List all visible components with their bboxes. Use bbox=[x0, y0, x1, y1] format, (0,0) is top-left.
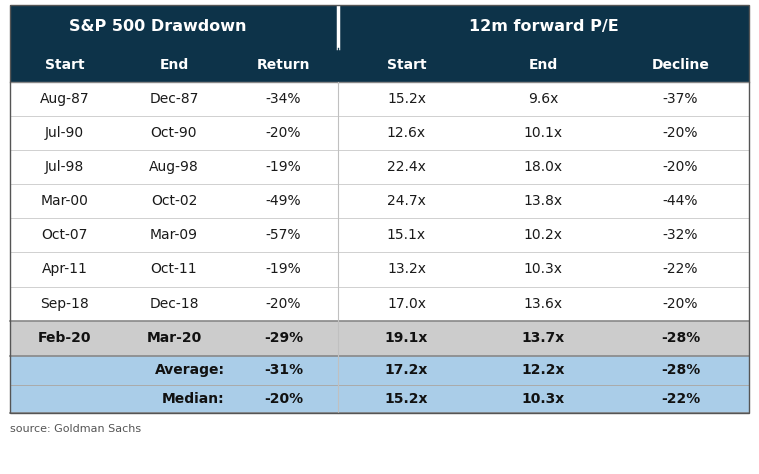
Text: Feb-20: Feb-20 bbox=[38, 331, 91, 346]
Text: Mar-00: Mar-00 bbox=[41, 194, 89, 208]
Text: 22.4x: 22.4x bbox=[387, 160, 426, 174]
Text: 12.6x: 12.6x bbox=[387, 126, 426, 140]
Text: 13.8x: 13.8x bbox=[524, 194, 563, 208]
Text: -34%: -34% bbox=[266, 92, 301, 106]
Text: -29%: -29% bbox=[264, 331, 303, 346]
Text: -44%: -44% bbox=[663, 194, 698, 208]
Text: Oct-02: Oct-02 bbox=[151, 194, 197, 208]
Bar bbox=[10, 82, 749, 116]
Text: Median:: Median: bbox=[162, 392, 225, 406]
Text: Oct-11: Oct-11 bbox=[151, 263, 197, 276]
Text: 10.3x: 10.3x bbox=[521, 392, 565, 406]
Text: 10.1x: 10.1x bbox=[524, 126, 563, 140]
Text: 24.7x: 24.7x bbox=[387, 194, 426, 208]
Text: -32%: -32% bbox=[663, 228, 698, 242]
Bar bbox=[10, 150, 749, 184]
Text: 10.3x: 10.3x bbox=[524, 263, 562, 276]
Text: -49%: -49% bbox=[266, 194, 301, 208]
Text: Start: Start bbox=[386, 58, 427, 72]
Text: 12.2x: 12.2x bbox=[521, 364, 565, 377]
Text: Return: Return bbox=[257, 58, 310, 72]
Text: End: End bbox=[528, 58, 558, 72]
Text: 15.2x: 15.2x bbox=[385, 392, 428, 406]
Text: 19.1x: 19.1x bbox=[385, 331, 428, 346]
Text: 18.0x: 18.0x bbox=[524, 160, 563, 174]
Text: 17.2x: 17.2x bbox=[385, 364, 428, 377]
Text: -22%: -22% bbox=[663, 263, 698, 276]
Text: -20%: -20% bbox=[266, 297, 301, 310]
Bar bbox=[10, 321, 749, 356]
Text: Mar-09: Mar-09 bbox=[150, 228, 198, 242]
Text: End: End bbox=[159, 58, 188, 72]
Bar bbox=[10, 385, 749, 413]
Text: -20%: -20% bbox=[266, 126, 301, 140]
Text: Start: Start bbox=[45, 58, 84, 72]
Bar bbox=[10, 48, 749, 82]
Text: Average:: Average: bbox=[155, 364, 225, 377]
Bar bbox=[10, 219, 749, 253]
Text: Mar-20: Mar-20 bbox=[146, 331, 202, 346]
Text: 15.2x: 15.2x bbox=[387, 92, 426, 106]
Text: 13.2x: 13.2x bbox=[387, 263, 426, 276]
Text: Aug-98: Aug-98 bbox=[149, 160, 199, 174]
Bar bbox=[10, 287, 749, 321]
Text: S&P 500 Drawdown: S&P 500 Drawdown bbox=[69, 19, 247, 34]
Text: Sep-18: Sep-18 bbox=[40, 297, 89, 310]
Text: -28%: -28% bbox=[661, 331, 700, 346]
Text: -20%: -20% bbox=[663, 160, 698, 174]
Text: Apr-11: Apr-11 bbox=[42, 263, 87, 276]
Text: 13.7x: 13.7x bbox=[521, 331, 565, 346]
Text: -20%: -20% bbox=[663, 126, 698, 140]
Text: -57%: -57% bbox=[266, 228, 301, 242]
Text: Jul-90: Jul-90 bbox=[45, 126, 84, 140]
Text: Jul-98: Jul-98 bbox=[45, 160, 84, 174]
Bar bbox=[10, 184, 749, 219]
Text: -19%: -19% bbox=[266, 263, 301, 276]
Text: 13.6x: 13.6x bbox=[524, 297, 563, 310]
Bar bbox=[10, 5, 338, 48]
Text: source: Goldman Sachs: source: Goldman Sachs bbox=[10, 424, 141, 434]
Text: Dec-18: Dec-18 bbox=[150, 297, 199, 310]
Text: 15.1x: 15.1x bbox=[387, 228, 426, 242]
Text: Decline: Decline bbox=[651, 58, 710, 72]
Text: 17.0x: 17.0x bbox=[387, 297, 426, 310]
Text: -37%: -37% bbox=[663, 92, 698, 106]
Text: Aug-87: Aug-87 bbox=[39, 92, 90, 106]
Text: Dec-87: Dec-87 bbox=[150, 92, 199, 106]
Text: Oct-07: Oct-07 bbox=[42, 228, 88, 242]
Text: 9.6x: 9.6x bbox=[528, 92, 559, 106]
Text: -31%: -31% bbox=[264, 364, 303, 377]
Text: 10.2x: 10.2x bbox=[524, 228, 562, 242]
Bar bbox=[10, 5, 749, 413]
Text: -19%: -19% bbox=[266, 160, 301, 174]
Bar bbox=[10, 356, 749, 385]
Text: -20%: -20% bbox=[264, 392, 303, 406]
Text: -28%: -28% bbox=[661, 364, 700, 377]
Bar bbox=[10, 253, 749, 287]
Text: -22%: -22% bbox=[661, 392, 700, 406]
Text: Oct-90: Oct-90 bbox=[151, 126, 197, 140]
Text: 12m forward P/E: 12m forward P/E bbox=[469, 19, 619, 34]
Text: -20%: -20% bbox=[663, 297, 698, 310]
Bar bbox=[10, 116, 749, 150]
Bar bbox=[338, 5, 749, 48]
